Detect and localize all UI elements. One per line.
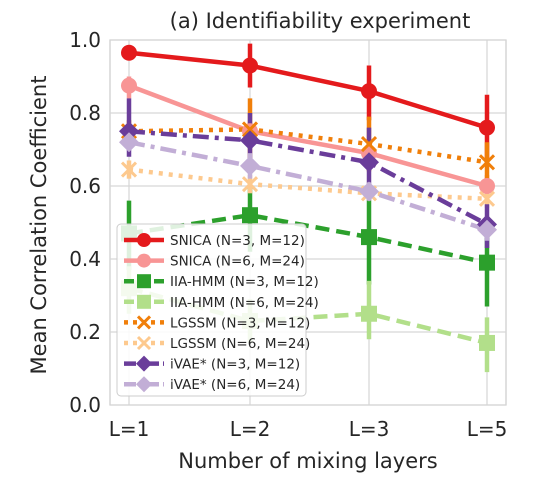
data-point (479, 178, 495, 194)
data-point (242, 57, 258, 74)
data-point (479, 334, 495, 351)
data-point (240, 155, 260, 176)
data-point (360, 135, 378, 153)
data-point (119, 121, 139, 142)
data-point (361, 229, 377, 246)
data-point (121, 77, 137, 94)
x-tick-label: L=1 (109, 417, 150, 441)
data-point (136, 315, 152, 330)
data-point (479, 119, 495, 136)
x-tick-label: L=2 (230, 417, 271, 441)
data-point (119, 132, 139, 153)
x-tick-labels: L=1 L=2 L=3 L=5 (109, 417, 508, 441)
legend-label: IIA-HMM (N=6, M=24) (170, 295, 319, 311)
data-point (478, 154, 496, 171)
data-point (137, 294, 151, 309)
data-point (137, 253, 151, 268)
data-point (477, 219, 497, 240)
y-tick-label: 0.6 (69, 174, 101, 198)
legend-label: SNICA (N=3, M=12) (170, 233, 305, 249)
x-tick-label: L=3 (349, 417, 390, 441)
data-point (241, 121, 259, 138)
series-line (128, 212, 488, 265)
y-tick-labels: 0.0 0.2 0.4 0.6 0.8 1.0 (69, 28, 101, 417)
data-point (136, 355, 152, 372)
y-tick-label: 0.0 (69, 393, 101, 417)
legend-label: iVAE* (N=3, M=12) (170, 357, 300, 373)
series-line (128, 167, 488, 202)
y-tick-label: 0.2 (69, 320, 101, 344)
x-axis-label: Number of mixing layers (178, 449, 437, 473)
data-point (241, 176, 259, 193)
data-point (121, 44, 137, 61)
series-line (128, 139, 488, 232)
data-point (120, 161, 138, 178)
series-line (128, 286, 488, 346)
y-tick-label: 0.4 (69, 247, 101, 271)
data-point (479, 254, 495, 271)
y-tick-label: 1.0 (69, 28, 101, 52)
legend-label: LGSSM (N=3, M=12) (170, 315, 310, 331)
data-point (359, 181, 379, 202)
data-point (240, 130, 260, 151)
legend-box (116, 223, 307, 397)
legend-label: SNICA (N=6, M=24) (170, 254, 305, 270)
data-point (361, 305, 377, 322)
data-point (136, 335, 152, 351)
legend-label: LGSSM (N=6, M=24) (170, 336, 310, 352)
data-point (137, 274, 151, 289)
data-point (478, 190, 496, 207)
y-tick-label: 0.8 (69, 101, 101, 125)
data-point (136, 376, 152, 393)
legend-label: iVAE* (N=6, M=24) (170, 377, 300, 393)
series-line (128, 83, 488, 189)
data-point (359, 152, 379, 173)
data-point (242, 207, 258, 224)
y-axis-label: Mean Correlation Coefficient (27, 76, 51, 375)
data-point (361, 83, 377, 100)
series-lines (128, 50, 489, 346)
legend-label: IIA-HMM (N=3, M=12) (170, 274, 319, 290)
data-point (137, 233, 151, 247)
series-line (128, 127, 488, 165)
x-tick-label: L=5 (467, 417, 508, 441)
series-line (128, 50, 488, 130)
chart-title: (a) Identifiability experiment (170, 9, 471, 33)
legend: SNICA (N=3, M=12) SNICA (N=6, M=24) IIA-HM… (116, 223, 319, 397)
